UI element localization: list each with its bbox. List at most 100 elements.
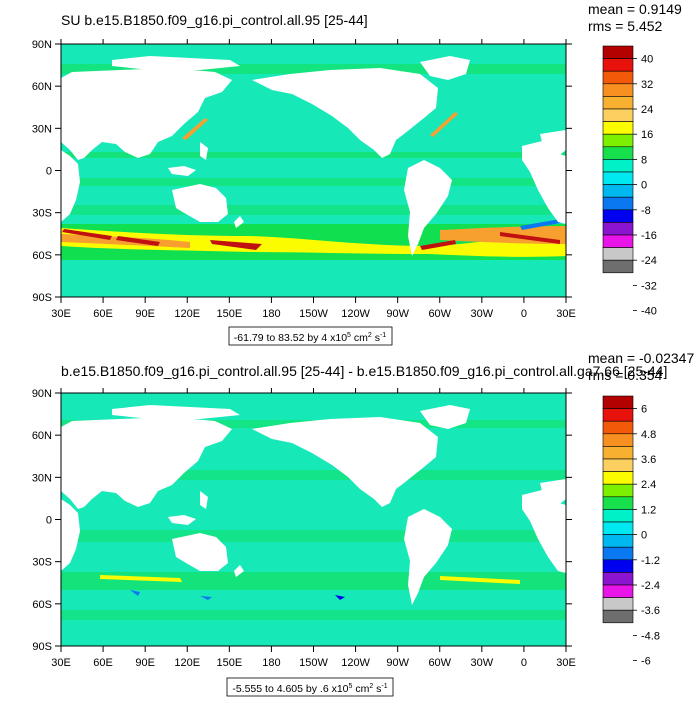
lat-label: 60S xyxy=(32,599,52,611)
colorbar-swatch xyxy=(602,70,634,85)
colorbar-swatch xyxy=(602,521,634,535)
panel-bottom-range-label: -5.555 to 4.605 by .6 x105 cm2 s-1 xyxy=(232,683,387,695)
colorbar-swatch xyxy=(602,247,634,261)
colorbar-swatch xyxy=(602,395,634,409)
panel-top-range-label: -61.79 to 83.52 by 4 x105 cm2 s-1 xyxy=(234,332,386,344)
colorbar-label: -1.2 xyxy=(641,555,660,567)
colorbar-label: 1.2 xyxy=(641,504,656,516)
land-siberia xyxy=(112,56,240,70)
panel-top-rms: rms = 5.452 xyxy=(588,18,663,34)
land-south-america xyxy=(404,160,452,256)
lon-label: 30W xyxy=(471,308,494,320)
colorbar-swatch xyxy=(602,483,634,498)
colorbar-label: -4.8 xyxy=(641,630,660,642)
colorbar-label: -32 xyxy=(641,280,657,292)
lon-label: 120W xyxy=(341,308,370,320)
panel-top-mean: mean = 0.9149 xyxy=(588,1,682,17)
gulf-stream xyxy=(430,112,458,137)
lon-label: 90W xyxy=(386,657,409,669)
land-indonesia xyxy=(168,166,196,176)
lon-label: 0 xyxy=(521,308,527,320)
anom-yellow-2 xyxy=(440,576,520,584)
lat-label: 30N xyxy=(32,472,52,484)
colorbar-swatch xyxy=(602,546,634,561)
land-2 xyxy=(61,405,566,605)
lat-label: 60N xyxy=(32,430,52,442)
panel-bottom-axes: 90N 60N 30N 0 30S 60S 90S 30E 60E 90E 120E 150E 180 1… xyxy=(32,388,576,669)
colorbar-swatch xyxy=(602,146,634,160)
land-africa-east xyxy=(61,150,80,222)
colorbar-label: -16 xyxy=(641,230,657,242)
colorbar-swatch xyxy=(602,234,634,248)
colorbar-label: 16 xyxy=(641,129,653,141)
lon-label: 150W xyxy=(299,657,328,669)
colorbar-label: 8 xyxy=(641,154,647,166)
land-2-siberia xyxy=(112,405,240,419)
acc-red-1 xyxy=(62,229,112,240)
anom-blue-3 xyxy=(200,596,212,600)
land-eurasia xyxy=(61,68,232,160)
lon-label: 120W xyxy=(341,657,370,669)
acc-red-4 xyxy=(420,240,456,250)
colorbar-label: 6 xyxy=(641,404,647,416)
colorbar-label: -2.4 xyxy=(641,580,660,592)
lat-label: 90N xyxy=(32,388,52,400)
colorbar-swatch xyxy=(602,433,634,447)
colorbar-swatch xyxy=(602,597,634,611)
colorbar-swatch xyxy=(602,471,634,485)
colorbar-label: 2.4 xyxy=(641,479,656,491)
lon-label: 150W xyxy=(299,308,328,320)
colorbar-label: 40 xyxy=(641,54,653,66)
lon-label: 30E xyxy=(556,657,576,669)
colorbar-swatch xyxy=(602,83,634,97)
lon-label: 0 xyxy=(521,657,527,669)
lon-label: 90W xyxy=(386,308,409,320)
land-2-australia xyxy=(172,533,228,571)
lon-label: 180 xyxy=(262,657,280,669)
colorbar-swatch xyxy=(602,496,634,510)
lon-label: 120E xyxy=(174,657,200,669)
colorbar-swatch xyxy=(602,184,634,198)
colorbar-swatch xyxy=(602,108,634,122)
colorbar-swatch xyxy=(602,609,634,624)
acc-red-3 xyxy=(210,240,262,250)
panel-bottom: b.e15.B1850.f09_g16.pi_control.all.95 [2… xyxy=(32,350,694,697)
panel-bottom-range-box xyxy=(226,677,394,697)
lon-label: 150E xyxy=(216,657,242,669)
colorbar-swatch xyxy=(602,222,634,236)
kuroshio xyxy=(182,118,208,140)
colorbar-label: -8 xyxy=(641,205,651,217)
subtropical-band xyxy=(61,205,566,215)
lat-label: 30S xyxy=(32,557,52,569)
lat-label: 30S xyxy=(32,208,52,220)
land-2-philippines xyxy=(200,491,208,509)
lon-label: 150E xyxy=(216,308,242,320)
band-2b xyxy=(61,470,566,480)
acc-red-2 xyxy=(116,236,160,246)
land-2-south-america xyxy=(404,509,452,605)
colorbar-swatch xyxy=(602,58,634,72)
colorbar-label: 3.6 xyxy=(641,454,656,466)
colorbar-swatch xyxy=(602,171,634,185)
lat-label: 90S xyxy=(32,641,52,653)
panel-top-range-box xyxy=(228,326,393,346)
colorbar-swatch xyxy=(602,96,634,110)
band-2d xyxy=(61,572,566,590)
land-2-eurasia xyxy=(61,417,232,509)
colorbar-label: 32 xyxy=(641,79,653,91)
acc-yellow xyxy=(61,228,566,257)
lon-label: 60W xyxy=(428,308,451,320)
colorbar-swatch xyxy=(602,259,634,274)
colorbar-label: 24 xyxy=(641,104,653,116)
colorbar-swatch xyxy=(602,534,634,548)
land-2-greenland xyxy=(420,405,470,429)
arctic-band xyxy=(61,64,566,74)
panel-top-axes: 90N 60N 30N 0 30S 60S 90S 30E 60E 90E 120E 150E 180 1… xyxy=(32,39,576,320)
panel-bottom-colorbar: 6 4.8 3.6 2.4 1.2 0 -1.2 -2.4 -3.6 -4.8 -6 xyxy=(602,395,660,668)
land-2-indonesia xyxy=(168,515,196,525)
colorbar-label: -6 xyxy=(641,656,651,668)
lon-label: 60E xyxy=(93,308,113,320)
colorbar-swatch xyxy=(602,45,634,59)
lat-label: 0 xyxy=(46,515,52,527)
land-africa-west xyxy=(522,140,566,224)
